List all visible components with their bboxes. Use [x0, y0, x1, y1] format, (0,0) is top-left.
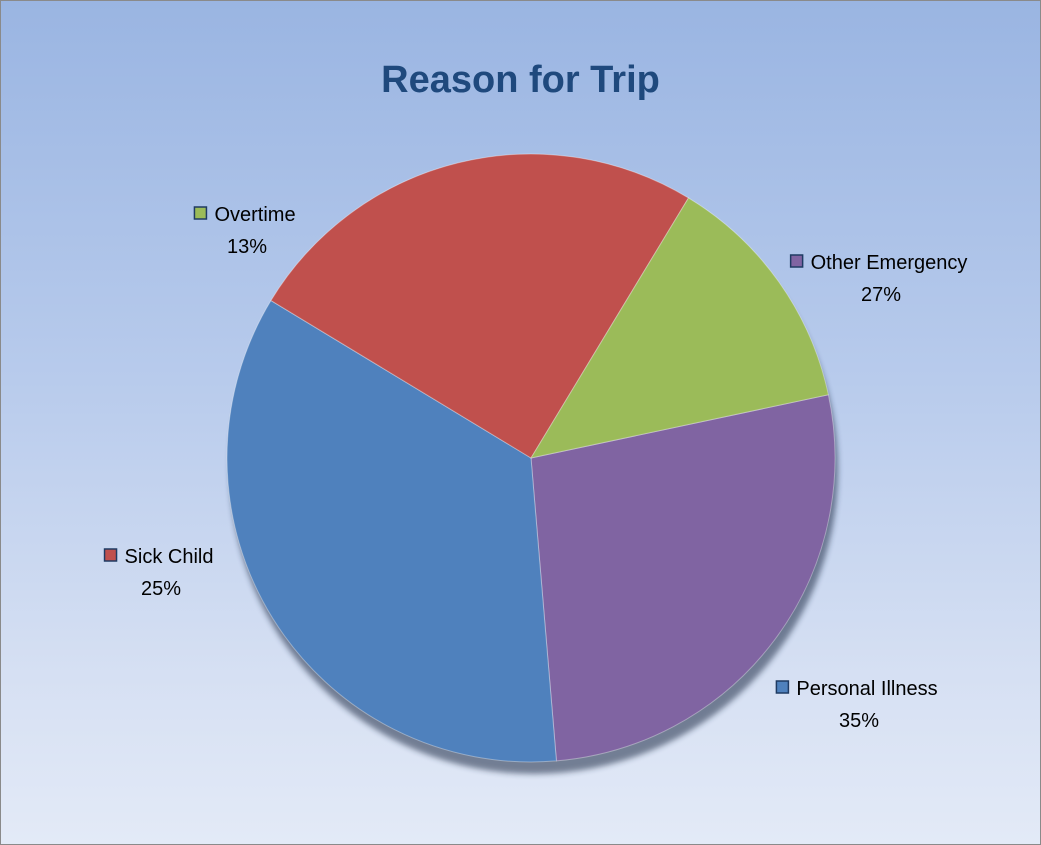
legend-key-overtime	[193, 206, 208, 220]
slice-label-personal-illness: Personal Illness	[796, 678, 937, 700]
pie-labels: Other Emergency 27% Personal Illness 35% Sic…	[103, 204, 968, 732]
slice-percent-overtime: 13%	[227, 236, 267, 258]
pie-slice-overtime	[529, 197, 829, 459]
legend-key-other-emergency	[789, 254, 804, 268]
pie-slice-sick-child	[270, 153, 690, 459]
legend-key-sick-child	[103, 548, 118, 562]
slice-percent-other-emergency: 27%	[861, 284, 901, 306]
data-label-other-emergency: Other Emergency 27%	[789, 252, 968, 306]
slice-label-other-emergency: Other Emergency	[811, 252, 968, 274]
pie-slice-other-emergency	[530, 394, 836, 762]
legend-key-personal-illness	[775, 680, 790, 694]
slice-label-overtime: Overtime	[214, 204, 295, 226]
slice-percent-sick-child: 25%	[141, 578, 181, 600]
pie-slices	[226, 153, 836, 763]
data-label-sick-child: Sick Child 25%	[103, 546, 214, 600]
chart-title: Reason for Trip	[381, 59, 660, 101]
data-label-personal-illness: Personal Illness 35%	[775, 678, 938, 732]
slice-label-sick-child: Sick Child	[125, 546, 214, 568]
slice-percent-personal-illness: 35%	[839, 710, 879, 732]
pie-slice-personal-illness	[226, 299, 557, 763]
data-label-overtime: Overtime 13%	[193, 204, 296, 258]
